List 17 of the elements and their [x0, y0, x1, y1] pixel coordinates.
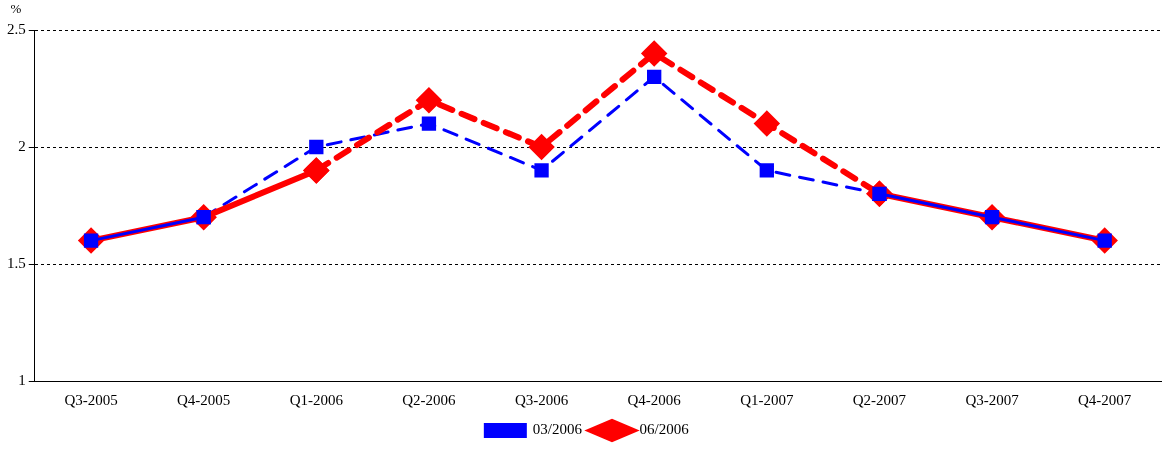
x-tick-label: Q3-2007	[965, 391, 1020, 408]
y-tick-label: 1.5	[7, 254, 26, 271]
x-tick-label: Q2-2007	[852, 391, 907, 408]
y-tick-label: 2.5	[7, 20, 26, 37]
x-tick-label: Q4-2005	[177, 391, 231, 408]
y-tick-label: 2	[18, 137, 26, 154]
y-axis-title: %	[10, 0, 22, 16]
x-tick-label: Q3-2005	[64, 391, 118, 408]
legend-label: 06/2006	[639, 421, 690, 438]
x-tick-label: Q2-2006	[402, 391, 457, 408]
x-tick-label: Q3-2006	[514, 391, 569, 408]
legend-label: 03/2006	[532, 421, 583, 438]
x-tick-label: Q4-2007	[1078, 391, 1132, 408]
x-tick-label: Q4-2006	[627, 391, 682, 408]
y-tick-label: 1	[18, 371, 26, 388]
x-tick-label: Q1-2007	[740, 391, 794, 408]
x-tick-label: Q1-2006	[289, 391, 344, 408]
